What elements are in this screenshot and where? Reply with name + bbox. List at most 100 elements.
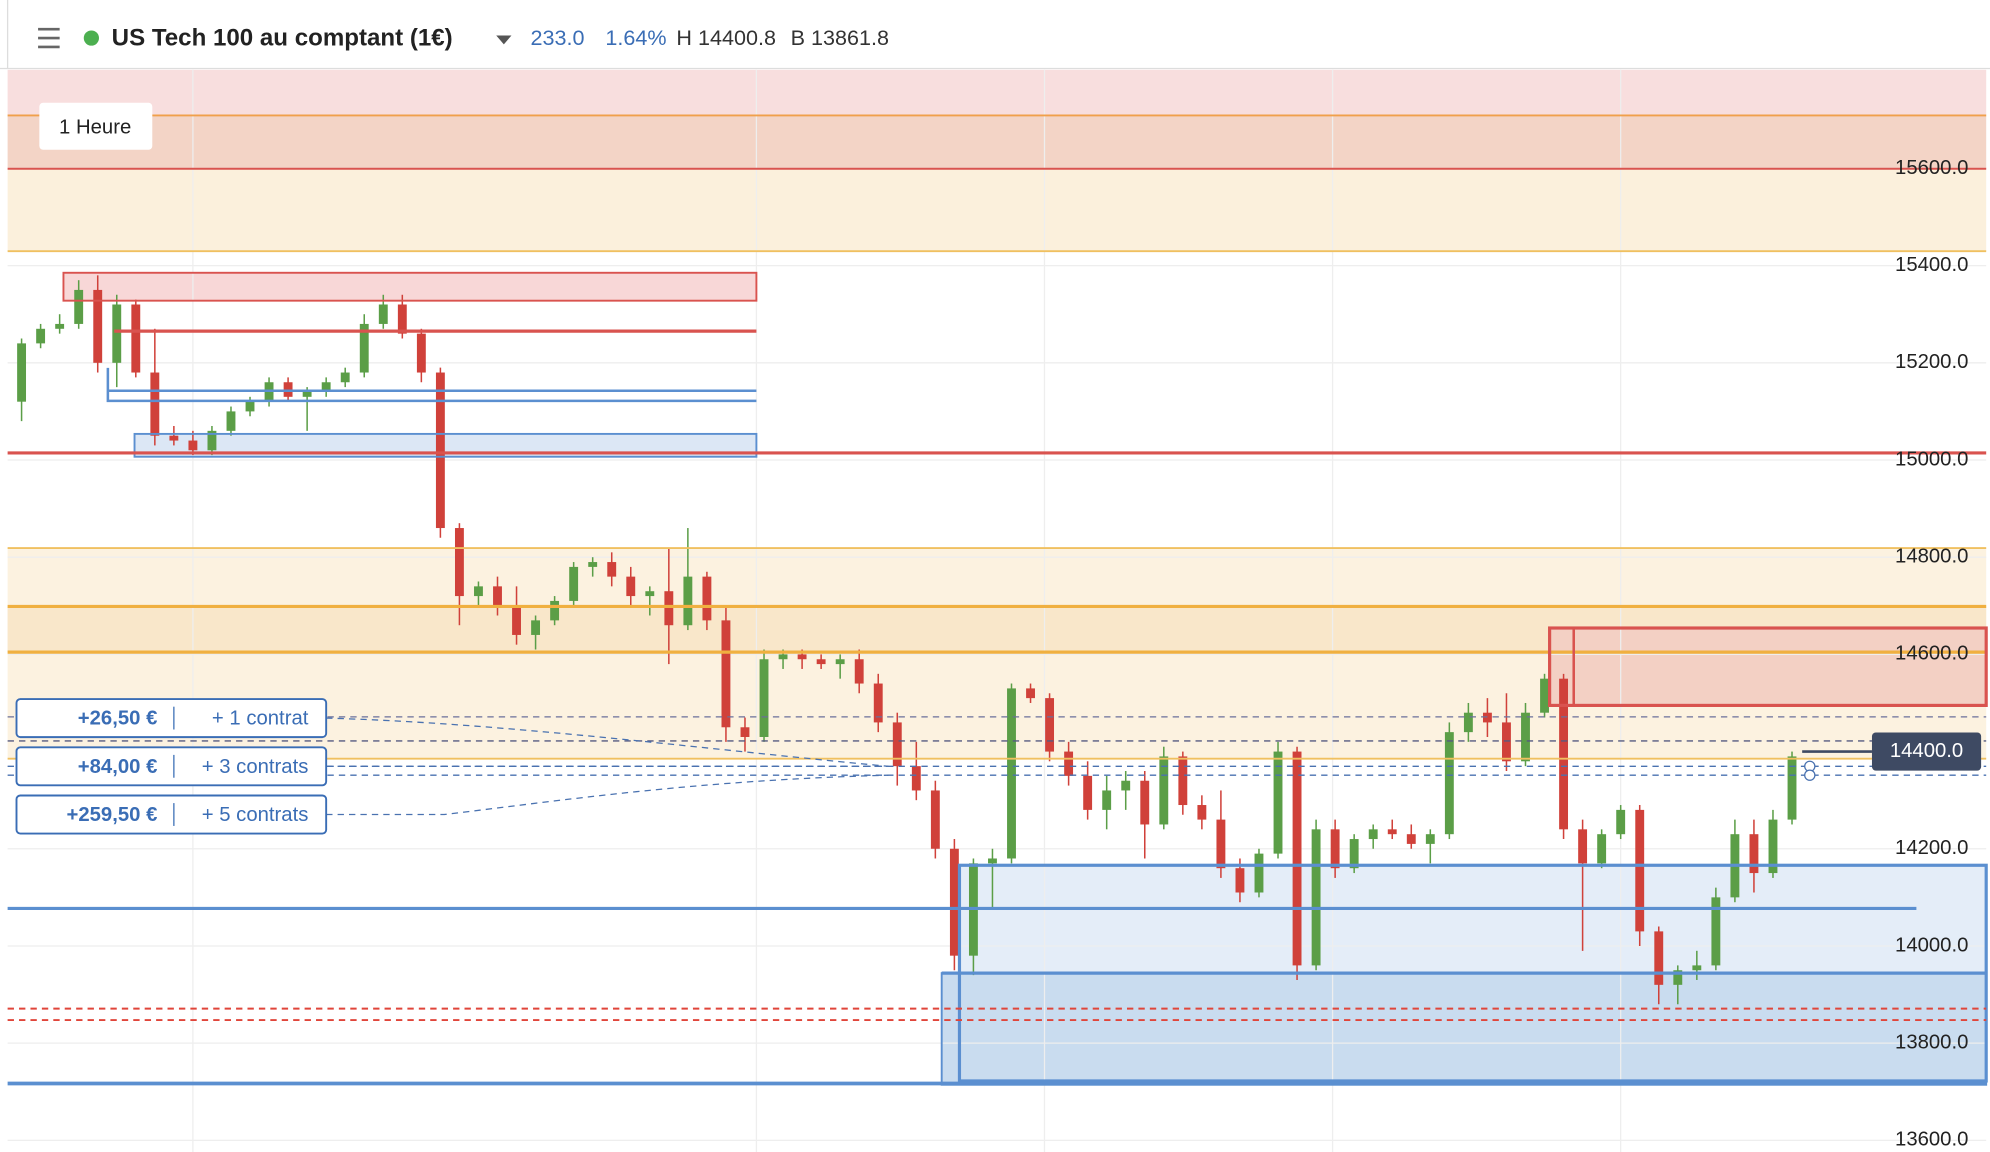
- candle-body: [150, 372, 160, 436]
- candle-body: [531, 620, 541, 635]
- y-tick-label: 15400.0: [1895, 254, 1968, 276]
- change-pct: 1.64%: [605, 25, 666, 50]
- candle-body: [359, 323, 369, 373]
- dropdown-arrow[interactable]: [496, 35, 512, 45]
- candle-body: [1521, 712, 1530, 762]
- last-price-tag: [1871, 732, 1982, 771]
- position-box[interactable]: [15, 698, 328, 739]
- candle-body: [378, 304, 388, 324]
- timeframe-box[interactable]: [39, 102, 153, 150]
- candle-body: [1635, 809, 1645, 932]
- candle-body: [1425, 834, 1435, 844]
- candle-body: [1368, 829, 1378, 840]
- candle-body: [512, 605, 521, 635]
- candle-body: [1064, 751, 1074, 776]
- candle-body: [1197, 805, 1207, 820]
- timeframe[interactable]: 1 Heure: [59, 117, 131, 139]
- zone: [7, 168, 1987, 252]
- candle-body: [36, 328, 46, 344]
- zone-outline: [133, 432, 758, 458]
- connector: [326, 774, 889, 816]
- connector: [326, 717, 889, 767]
- y-tick-label: 14600.0: [1895, 643, 1968, 665]
- change: 233.0: [530, 25, 584, 50]
- candle-body: [169, 435, 179, 441]
- candle-body: [607, 562, 617, 577]
- candle-body: [873, 683, 883, 723]
- candle-body: [1387, 829, 1397, 835]
- candle-body: [664, 591, 674, 626]
- candle-body: [1502, 722, 1511, 762]
- candle-body: [207, 430, 217, 451]
- candle-body: [74, 289, 84, 324]
- candle-body: [1254, 853, 1264, 893]
- status-dot: [83, 30, 99, 46]
- position-pnl: +259,50 €: [66, 804, 157, 826]
- candle-body: [930, 790, 940, 849]
- candle-body: [835, 659, 845, 665]
- candle-body: [721, 620, 731, 728]
- y-tick-label: 15000.0: [1895, 448, 1968, 470]
- zone: [134, 433, 757, 457]
- last-price-label: 14400.0: [1890, 740, 1963, 762]
- zone-outline: [1548, 626, 1988, 707]
- y-tick-label: 14000.0: [1895, 934, 1968, 956]
- candle-body: [1026, 688, 1035, 699]
- low: B 13861.8: [791, 25, 889, 50]
- candle-body: [454, 528, 464, 597]
- candle-body: [759, 659, 769, 737]
- candle-body: [1007, 688, 1016, 859]
- candles: [17, 275, 1797, 1005]
- zone: [7, 69, 1987, 116]
- candle-body: [245, 401, 255, 412]
- candle-body: [1749, 834, 1759, 874]
- candle-body: [797, 654, 807, 660]
- candle-body: [550, 600, 560, 621]
- y-tick-label: 13600.0: [1895, 1129, 1968, 1151]
- candle-body: [1444, 732, 1454, 835]
- candle-body: [397, 304, 407, 334]
- candle-body: [188, 440, 198, 451]
- candle-body: [778, 654, 788, 660]
- handle[interactable]: [1804, 769, 1816, 781]
- candle-body: [626, 576, 636, 597]
- zone: [941, 973, 1987, 1085]
- drawings: [7, 114, 1988, 1086]
- candle-body: [988, 858, 997, 864]
- candle-body: [1406, 834, 1416, 844]
- candle-body: [1311, 829, 1321, 966]
- position-pnl: +26,50 €: [78, 708, 158, 730]
- menu-icon[interactable]: [38, 27, 60, 49]
- instrument-name[interactable]: US Tech 100 au comptant (1€): [112, 25, 453, 52]
- candle-body: [683, 576, 693, 626]
- candle-body: [1273, 751, 1283, 854]
- zone: [1549, 628, 1987, 706]
- y-tick-label: 14200.0: [1895, 837, 1968, 859]
- candle-body: [1121, 780, 1131, 791]
- candle-body: [1597, 834, 1607, 864]
- y-tick-label: 15600.0: [1895, 157, 1968, 179]
- candle-body: [93, 289, 103, 363]
- candle-body: [911, 766, 921, 791]
- y-tick-label: 14800.0: [1895, 546, 1968, 568]
- candle-body: [302, 391, 312, 397]
- candle-body: [702, 576, 712, 621]
- position-size: + 1 contrat: [212, 708, 309, 730]
- candle-body: [1692, 965, 1702, 971]
- candle-body: [1463, 712, 1473, 733]
- candle-body: [1045, 698, 1055, 752]
- candle-body: [1673, 970, 1683, 985]
- candle-body: [1102, 790, 1112, 810]
- candle-body: [416, 333, 426, 373]
- zone: [63, 272, 757, 301]
- position-box[interactable]: [15, 794, 328, 835]
- position-size: + 5 contrats: [202, 804, 309, 826]
- candle-body: [1159, 756, 1169, 825]
- candle-body: [1235, 868, 1245, 893]
- y-tick-label: 15200.0: [1895, 351, 1968, 373]
- candle-body: [55, 323, 65, 329]
- candle-body: [474, 586, 483, 597]
- position-box[interactable]: [15, 746, 328, 787]
- candle-body: [340, 372, 350, 383]
